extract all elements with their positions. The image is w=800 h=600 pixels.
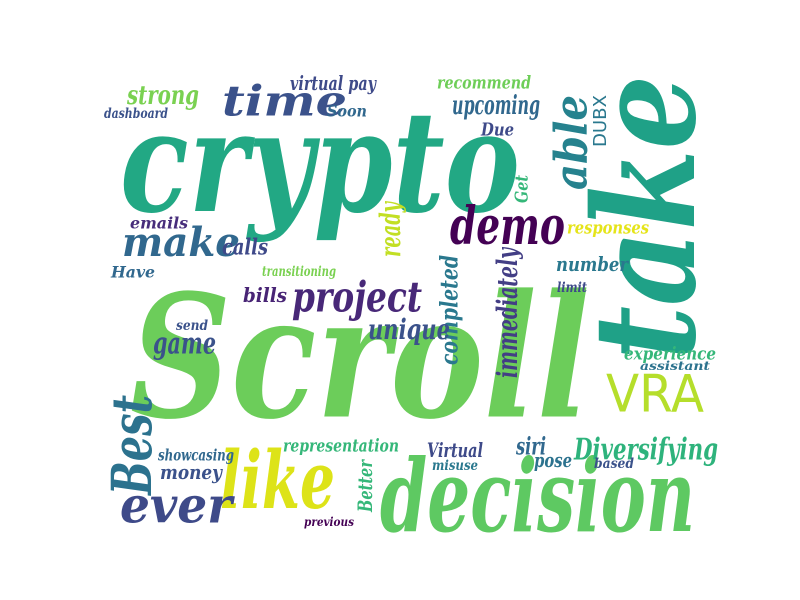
word-calls: calls bbox=[222, 234, 268, 260]
word-dubx: DUBX bbox=[589, 95, 611, 147]
word-completed: completed bbox=[434, 255, 464, 365]
word-time: time bbox=[222, 76, 347, 126]
word-best: Best bbox=[99, 395, 164, 495]
word-misuse: misuse bbox=[432, 456, 478, 474]
word-send: send bbox=[176, 316, 208, 334]
word-ready: ready bbox=[373, 202, 407, 257]
word-diversifying: Diversifying bbox=[574, 431, 718, 467]
word-representation: representation bbox=[283, 434, 399, 456]
word-unique: unique bbox=[368, 312, 450, 346]
word-immediately: immediately bbox=[490, 248, 524, 378]
word-able: able bbox=[543, 95, 598, 190]
word-soon: Soon bbox=[327, 101, 367, 121]
word-virtual-pay: virtual pay bbox=[290, 71, 376, 95]
word-emails: emails bbox=[130, 213, 188, 233]
word-demo: demo bbox=[450, 195, 565, 257]
word-dashboard: dashboard bbox=[104, 104, 168, 122]
word-money: money bbox=[160, 460, 222, 484]
word-limit: limit bbox=[557, 278, 587, 296]
word-strong: strong bbox=[127, 79, 199, 111]
word-crypto: crypto bbox=[120, 79, 520, 245]
word-like: like bbox=[220, 432, 335, 528]
word-bills: bills bbox=[243, 283, 287, 307]
word-ever: ever bbox=[120, 475, 232, 535]
word-project: project bbox=[292, 272, 422, 322]
word-siri: siri bbox=[516, 431, 546, 461]
word-scroll: Scroll bbox=[130, 256, 590, 458]
word-make: make bbox=[122, 218, 240, 266]
word-decision: decision bbox=[380, 437, 695, 555]
word-experience: experience bbox=[624, 342, 716, 364]
word-due: Due bbox=[481, 118, 514, 140]
word-game: game bbox=[153, 325, 216, 361]
word-upcoming: upcoming bbox=[452, 89, 540, 121]
word-previous: previous bbox=[304, 514, 354, 530]
word-number: number bbox=[556, 252, 628, 276]
word-pose: pose bbox=[534, 448, 572, 472]
word-get: Get bbox=[510, 175, 532, 203]
word-assistant: assistant bbox=[640, 358, 710, 374]
word-better: Better bbox=[353, 460, 377, 512]
word-have: Have bbox=[111, 262, 155, 282]
word-vra: VRA bbox=[606, 363, 704, 425]
word-responses: responses bbox=[567, 216, 649, 238]
word-recommend: recommend bbox=[437, 71, 531, 93]
word-based: based bbox=[594, 454, 634, 472]
word-showcasing: showcasing bbox=[158, 445, 234, 465]
word-transitioning: transitioning bbox=[262, 262, 336, 280]
word-virtual: Virtual bbox=[427, 438, 483, 462]
